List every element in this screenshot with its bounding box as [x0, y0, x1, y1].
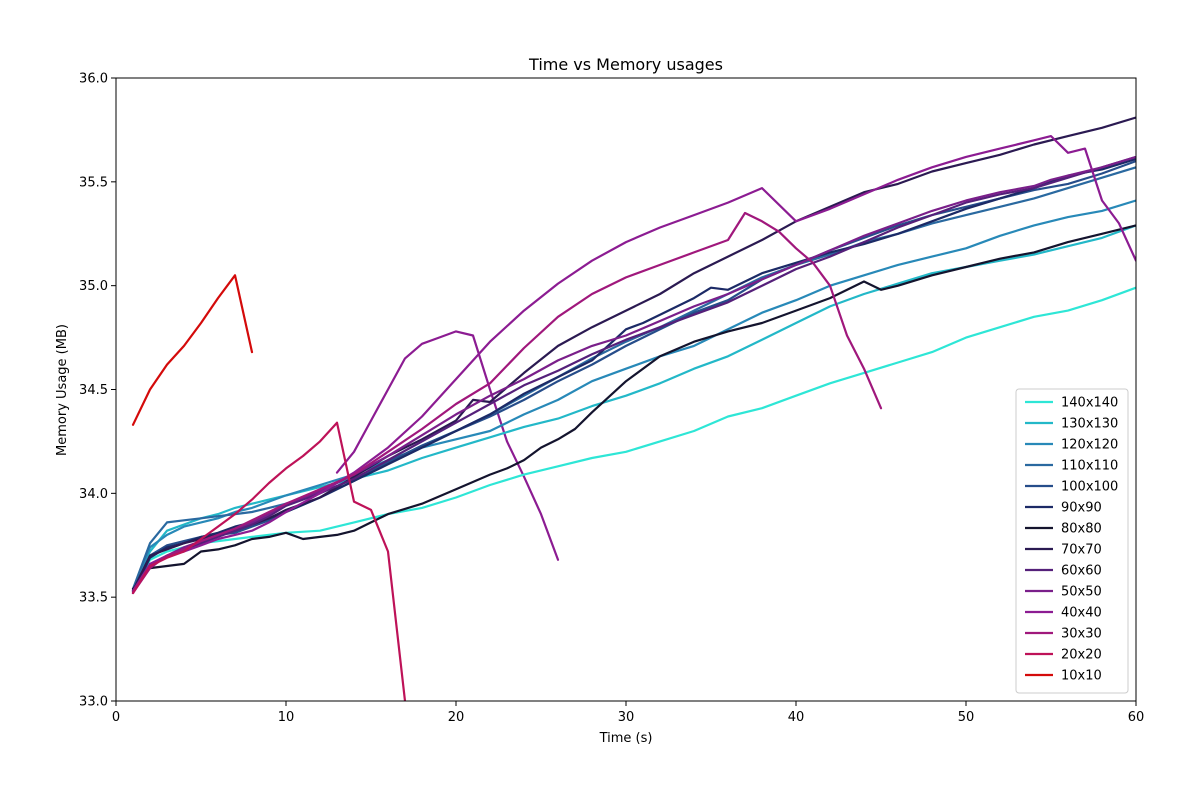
series-line-130x130 — [131, 224, 1136, 592]
series-line-40x40 — [131, 135, 1136, 592]
legend-label: 90x90 — [1061, 501, 1102, 516]
x-axis-label: Time (s) — [599, 731, 653, 746]
legend-label: 50x50 — [1061, 585, 1102, 600]
x-tick-label: 20 — [448, 710, 465, 725]
legend-label: 60x60 — [1061, 564, 1102, 579]
x-tick-label: 40 — [788, 710, 805, 725]
x-tick-label: 30 — [618, 710, 635, 725]
series-lines — [131, 116, 1136, 701]
legend-label: 70x70 — [1061, 543, 1102, 558]
y-tick-label: 33.0 — [79, 695, 108, 710]
chart-title: Time vs Memory usages — [528, 55, 723, 74]
legend-label: 30x30 — [1061, 627, 1102, 642]
series-line-20x20 — [131, 421, 407, 701]
series-line-80x80 — [131, 224, 1136, 590]
series-line-60x60 — [131, 155, 1136, 592]
x-tick-label: 50 — [958, 710, 975, 725]
y-tick-label: 36.0 — [79, 72, 108, 87]
y-tick-label: 34.0 — [79, 487, 108, 502]
x-tick-label: 60 — [1128, 710, 1145, 725]
legend-label: 20x20 — [1061, 648, 1102, 663]
legend: 140x140 130x130 120x120 110x110 100x100 90x90… — [1015, 388, 1129, 694]
legend-label: 110x110 — [1061, 459, 1118, 474]
legend-label: 40x40 — [1061, 606, 1102, 621]
legend-label: 140x140 — [1061, 396, 1118, 411]
y-tick-label: 34.5 — [79, 383, 108, 398]
y-tick-label: 35.0 — [79, 279, 108, 294]
legend-label: 120x120 — [1061, 438, 1118, 453]
legend-label: 80x80 — [1061, 522, 1102, 537]
series-line-10x10 — [131, 274, 254, 426]
y-tick-label: 33.5 — [79, 591, 108, 606]
series-line-30x30 — [131, 211, 883, 595]
x-axis: 0 10 20 30 40 50 60 — [112, 701, 1144, 725]
y-tick-label: 35.5 — [79, 175, 108, 190]
legend-label: 10x10 — [1061, 669, 1102, 684]
series-line-90x90 — [131, 157, 1136, 595]
plot-area — [115, 77, 1137, 702]
y-axis: 33.0 33.5 34.0 34.5 35.0 35.5 36.0 — [79, 72, 116, 710]
legend-label: 100x100 — [1061, 480, 1118, 495]
x-tick-label: 0 — [112, 710, 120, 725]
x-tick-label: 10 — [278, 710, 295, 725]
series-line-40x40-early — [335, 330, 560, 561]
series-line-140x140 — [131, 286, 1136, 592]
legend-label: 130x130 — [1061, 417, 1118, 432]
y-axis-label: Memory Usage (MB) — [55, 324, 70, 456]
